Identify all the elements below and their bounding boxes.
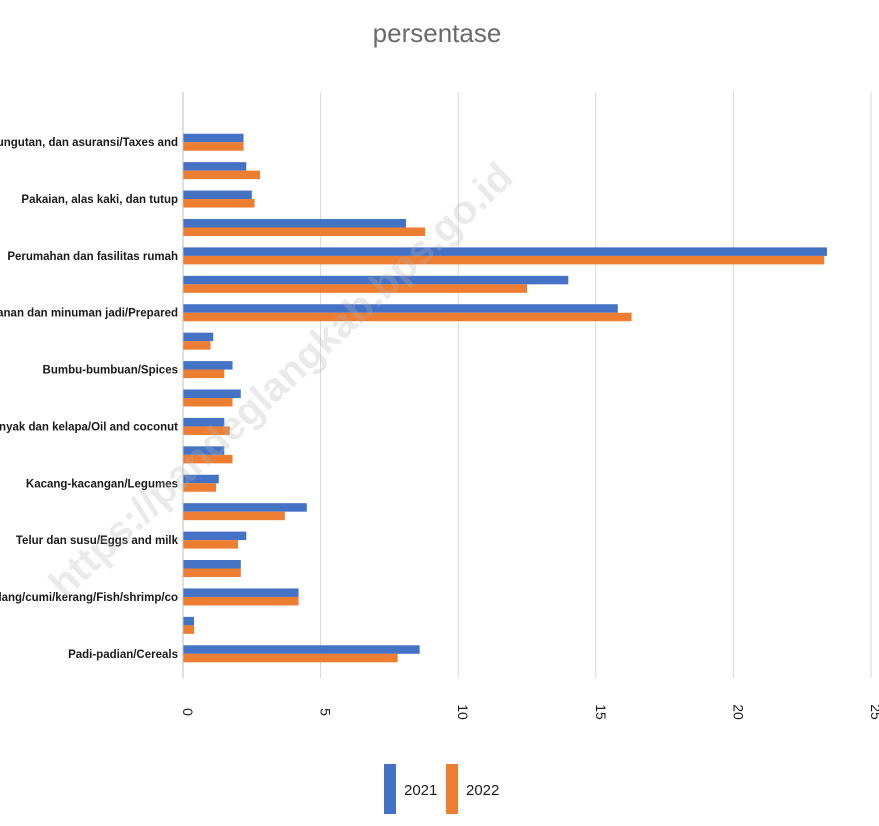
x-tick-label: 15: [593, 704, 609, 720]
x-tick-label: 0: [180, 708, 196, 716]
category-labels: Padi-padian/Cereals Ikan/udang/cumi/keran…: [0, 137, 179, 661]
bar-2021: [183, 133, 244, 143]
bar-2021: [183, 446, 225, 455]
category-label: Makanan dan minuman jadi/Prepared: [0, 308, 178, 320]
x-tick-label: 5: [318, 708, 334, 716]
bar-2021: [183, 560, 241, 569]
bar-2022: [183, 625, 195, 634]
bar-2021: [183, 588, 299, 597]
gridlines: [320, 92, 872, 678]
bar-2021: [183, 275, 569, 285]
bar-2021: [183, 645, 420, 654]
bar-2022: [183, 170, 261, 180]
bar-2021: [183, 417, 225, 427]
bar-2022: [183, 312, 632, 322]
category-label: Padi-padian/Cereals: [68, 649, 178, 661]
bar-2022: [183, 369, 225, 379]
bar-2022: [183, 454, 233, 464]
bar-2022: [183, 227, 426, 236]
bar-2022: [183, 398, 233, 407]
category-label: Bumbu-bumbuan/Spices: [43, 365, 178, 377]
bar-2021: [183, 332, 214, 342]
legend-swatch-2021: [384, 764, 396, 814]
bar-2021: [183, 361, 233, 370]
bar-2021: [183, 218, 406, 228]
bar-2022: [183, 540, 239, 549]
bar-2022: [183, 596, 299, 606]
bar-2021: [183, 503, 307, 512]
legend-swatch-2022: [446, 764, 458, 814]
bar-2022: [183, 483, 217, 492]
bar-2022: [183, 199, 255, 208]
legend: 2021 2022: [384, 764, 499, 814]
bar-2022: [183, 142, 244, 151]
bar-2021: [183, 304, 618, 313]
bar-2022: [183, 284, 527, 293]
bar-2022: [183, 568, 241, 578]
category-label: Perumahan dan fasilitas rumah: [7, 251, 178, 263]
x-tick-label: 25: [868, 704, 879, 720]
bar-2021: [183, 162, 247, 171]
bar-2021: [183, 474, 219, 484]
bar-2022: [183, 341, 211, 350]
chart-title: persentase: [373, 18, 502, 48]
category-label: Kacang-kacangan/Legumes: [26, 478, 178, 490]
bar-2021: [183, 616, 195, 626]
bar-2022: [183, 653, 398, 663]
bar-2022: [183, 426, 230, 435]
category-label: Minyak dan kelapa/Oil and coconut: [0, 421, 178, 433]
category-label: Ikan/udang/cumi/kerang/Fish/shrimp/co: [0, 592, 178, 604]
bar-2022: [183, 511, 285, 521]
bars: [183, 133, 827, 663]
x-tick-label: 20: [730, 704, 746, 720]
category-label: Telur dan susu/Eggs and milk: [16, 535, 179, 547]
category-label: Pakaian, alas kaki, dan tutup: [21, 194, 178, 206]
legend-label-2022: 2022: [466, 782, 499, 799]
x-tick-labels: 0 5 10 15 20 25: [180, 704, 879, 720]
bar-2021: [183, 531, 247, 541]
bar-2022: [183, 255, 825, 265]
legend-label-2021: 2021: [404, 782, 437, 799]
bar-2021: [183, 389, 241, 398]
bar-2021: [183, 190, 252, 200]
x-tick-label: 10: [455, 704, 471, 720]
bar-2021: [183, 247, 827, 256]
